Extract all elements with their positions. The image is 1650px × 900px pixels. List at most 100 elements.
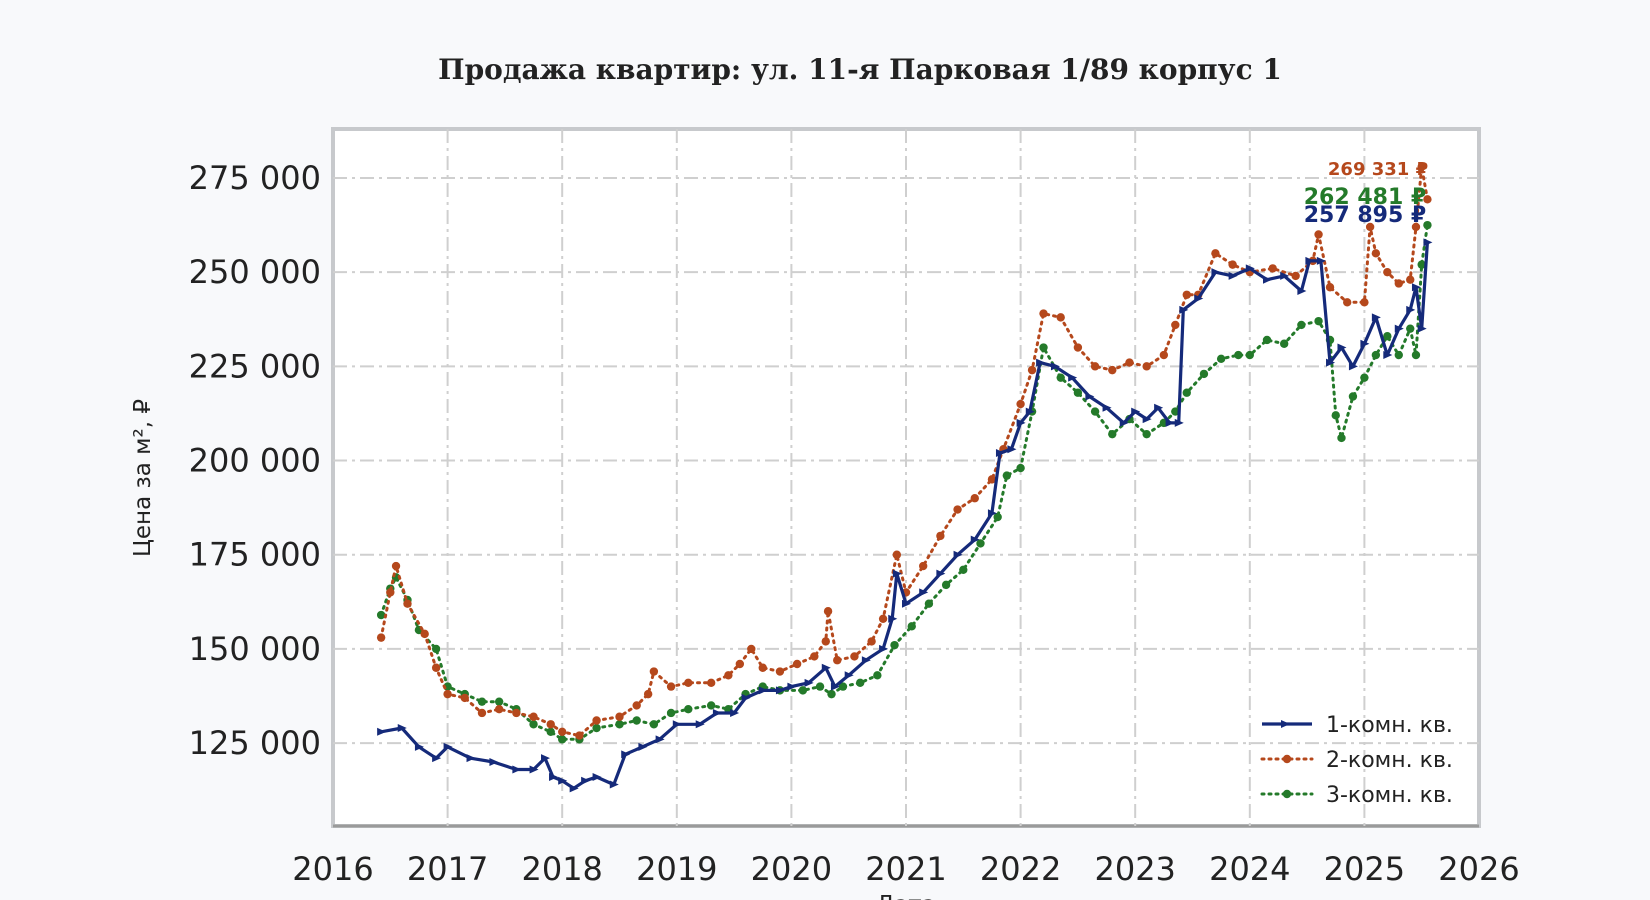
data-point-s1: [804, 678, 814, 687]
y-tick-label: 200 000: [189, 442, 321, 480]
data-point-s1: [1280, 271, 1290, 280]
data-point-s3: [1142, 429, 1151, 439]
data-point-s3: [815, 682, 825, 691]
data-point-s1: [902, 599, 911, 608]
data-point-s2: [403, 599, 412, 608]
data-point-s1: [432, 754, 442, 763]
y-axis-label: Цена за м², ₽: [130, 399, 156, 557]
data-point-s2: [810, 652, 819, 661]
data-point-s2: [431, 663, 441, 672]
legend: 1-комн. кв. 2-комн. кв. 3-комн. кв.: [1260, 713, 1453, 808]
data-point-s2: [892, 550, 902, 559]
data-point-s1: [712, 708, 722, 717]
x-tick-label: 2023: [1094, 850, 1175, 888]
data-point-s2: [1171, 320, 1180, 330]
data-point-s2: [970, 494, 979, 503]
data-point-s1: [512, 765, 522, 774]
data-point-s3: [1234, 350, 1243, 360]
x-tick-label: 2020: [751, 850, 832, 888]
data-point-s1: [1194, 294, 1204, 303]
data-point-s3: [1279, 339, 1289, 348]
data-point-s1: [489, 757, 499, 766]
data-point-s3: [494, 697, 504, 706]
series-s2: [376, 162, 1432, 740]
data-point-s2: [833, 656, 842, 665]
data-point-s1: [888, 614, 898, 623]
data-point-s2: [386, 588, 395, 597]
x-tick-label: 2019: [636, 850, 717, 888]
data-point-s1: [1050, 362, 1060, 371]
data-point-s1: [1383, 351, 1393, 360]
data-point-s1: [1394, 324, 1404, 333]
data-point-s2: [758, 663, 767, 672]
data-point-s1: [775, 686, 785, 695]
data-point-s1: [1245, 264, 1255, 273]
data-point-s3: [1262, 335, 1272, 345]
data-point-s3: [649, 720, 659, 729]
data-point-s3: [1411, 350, 1421, 360]
data-point-s3: [1216, 354, 1226, 364]
plot-area: [331, 127, 1481, 828]
x-tick-label: 2016: [292, 850, 373, 888]
data-point-s1: [443, 742, 453, 751]
data-point-s1: [1016, 418, 1026, 427]
data-point-s1: [879, 644, 889, 653]
data-point-s3: [546, 727, 555, 737]
data-point-s2: [494, 705, 504, 714]
data-point-s1: [529, 765, 539, 774]
data-point-s2: [546, 720, 555, 729]
end-value-label-s3: 262 481 ₽: [1304, 185, 1426, 210]
data-point-s2: [1325, 283, 1335, 292]
data-point-s2: [477, 708, 487, 718]
data-point-s1: [1085, 392, 1095, 401]
legend-label-s2: 2-комн. кв.: [1326, 748, 1453, 773]
data-point-s3: [941, 580, 951, 590]
data-point-s2: [512, 708, 521, 718]
data-point-s1: [1165, 418, 1175, 427]
data-point-s3: [632, 716, 641, 725]
data-point-s2: [1016, 399, 1025, 409]
data-point-s1: [609, 780, 619, 789]
data-point-s3: [477, 697, 487, 706]
y-tick-label: 275 000: [189, 159, 321, 197]
data-point-s1: [1131, 407, 1141, 416]
data-point-s3: [1171, 407, 1180, 416]
data-point-s3: [1199, 369, 1209, 379]
data-point-s3: [706, 701, 716, 710]
data-point-s1: [1211, 268, 1221, 277]
x-tick-label: 2017: [407, 850, 488, 888]
data-point-s2: [1090, 362, 1100, 371]
end-labels: 269 331 ₽ 262 481 ₽257 895 ₽: [1304, 159, 1428, 228]
data-point-s1: [377, 727, 387, 736]
data-point-s1: [592, 773, 602, 782]
data-point-s1: [638, 742, 648, 751]
data-point-s2: [1291, 271, 1300, 281]
data-point-s1: [1142, 415, 1152, 424]
data-point-s1: [466, 754, 476, 763]
data-point-s1: [1174, 418, 1184, 427]
data-point-s3: [976, 539, 985, 548]
y-tick-label: 250 000: [189, 253, 321, 291]
data-point-s1: [1297, 287, 1307, 296]
data-point-s3: [558, 735, 567, 744]
data-point-s2: [1417, 162, 1426, 171]
data-point-s2: [724, 671, 733, 680]
data-point-s3: [431, 644, 441, 654]
data-point-s2: [1039, 309, 1048, 318]
data-point-s3: [666, 708, 676, 718]
data-point-s2: [706, 678, 716, 688]
data-point-s1: [1102, 403, 1112, 412]
x-tick-labels: 2016 2017 2018 2019 2020 2021 2022 2023 2024 2025…: [292, 850, 1519, 888]
y-tick-labels: 125 000 150 000 175 000 200 000 225 000 250 0…: [189, 159, 321, 762]
data-point-s1: [1406, 305, 1416, 314]
data-point-s2: [420, 629, 429, 639]
end-value-label-s2: 269 331 ₽: [1328, 159, 1428, 180]
data-point-s1: [581, 776, 591, 785]
data-point-s1: [758, 686, 768, 695]
data-point-s1: [1305, 256, 1315, 265]
data-point-s1: [672, 720, 682, 729]
data-point-s2: [867, 637, 876, 646]
data-point-s1: [1025, 407, 1035, 416]
data-point-s3: [1039, 343, 1048, 352]
